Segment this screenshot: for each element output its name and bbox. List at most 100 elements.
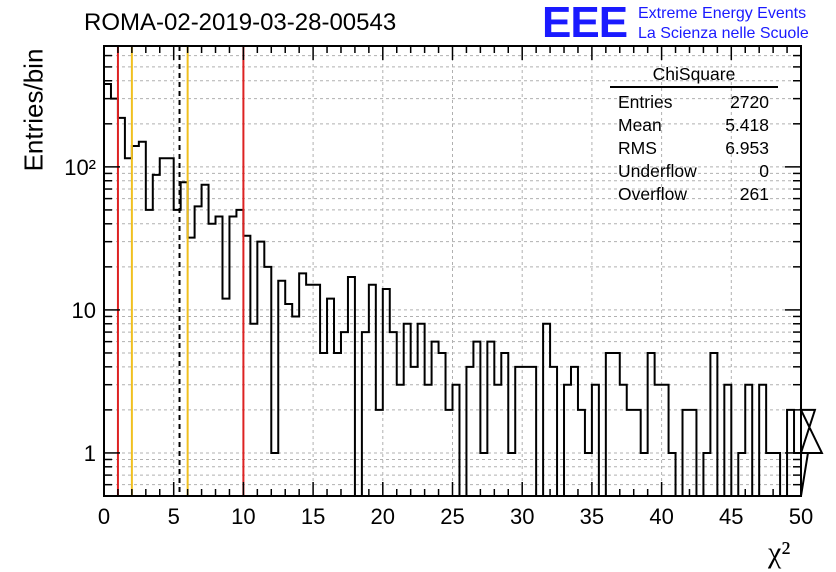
histogram-bin [411, 367, 418, 496]
histogram-bin [418, 324, 425, 496]
stats-row-underflow: Underflow 0 [610, 160, 778, 183]
histogram-bin [104, 84, 111, 496]
stats-box: ChiSquare Entries 2720 Mean 5.418 RMS 6.… [610, 64, 778, 206]
histogram-bin [683, 410, 690, 496]
stats-value: 0 [759, 161, 769, 181]
histogram-bin [815, 410, 822, 496]
histogram-bin [264, 267, 271, 496]
histogram-bin [390, 332, 397, 496]
histogram-bin [564, 385, 571, 496]
histogram-bin [118, 118, 125, 496]
x-tick-label: 5 [168, 504, 180, 529]
histogram-bin [473, 342, 480, 496]
stats-value: 5.418 [725, 115, 769, 135]
histogram-bin [125, 158, 132, 496]
histogram-bin [146, 210, 153, 496]
stats-label: Mean [618, 115, 662, 135]
histogram-bin [703, 453, 710, 496]
histogram-bin [571, 367, 578, 496]
stats-label: Overflow [618, 184, 688, 204]
histogram-bin [362, 332, 369, 496]
histogram-bin [494, 385, 501, 496]
histogram-bin [188, 238, 195, 496]
stats-label: Entries [618, 92, 673, 112]
histogram-bin [139, 142, 146, 496]
histogram-bin [710, 353, 717, 496]
histogram-bin [111, 99, 118, 496]
x-tick-label: 25 [440, 504, 464, 529]
histogram-outline [104, 82, 824, 497]
histogram-bin [376, 410, 383, 496]
stats-row-mean: Mean 5.418 [610, 114, 778, 137]
histogram-bin [348, 277, 355, 496]
histogram-bin [766, 453, 773, 496]
histogram-bin [655, 385, 662, 496]
histogram-bin [550, 367, 557, 496]
x-tick-label: 40 [649, 504, 673, 529]
y-tick-label: 10 [72, 298, 96, 323]
histogram-bin [620, 385, 627, 496]
histogram-bin [669, 453, 676, 496]
x-tick-label: 0 [98, 504, 110, 529]
histogram-bin [320, 353, 327, 496]
histogram-bin [773, 453, 780, 496]
histogram-bin [216, 216, 223, 496]
stats-label: Underflow [618, 161, 697, 181]
x-tick-label: 15 [301, 504, 325, 529]
histogram-bin [397, 385, 404, 496]
histogram-bin [641, 453, 648, 496]
histogram-bin [181, 182, 188, 496]
stats-label: RMS [618, 138, 657, 158]
eee-logo-mark: EEE [542, 0, 628, 47]
y-tick-label: 10² [64, 155, 96, 180]
eee-logo-line2: La Scienza nelle Scuole [638, 25, 809, 42]
histogram-bin [299, 273, 306, 496]
histogram-bin [243, 236, 250, 496]
histogram-bin [515, 367, 522, 496]
histogram-bin [285, 304, 292, 496]
histogram-bin [271, 453, 278, 496]
histogram-bin [648, 353, 655, 496]
histogram-bin [202, 185, 209, 496]
histogram-bin [522, 367, 529, 496]
histogram-bin [341, 332, 348, 496]
histogram-bin [383, 289, 390, 496]
x-tick-label: 30 [510, 504, 534, 529]
histogram-bin [808, 453, 815, 496]
histogram-bin [250, 324, 257, 496]
histogram-bin [738, 453, 745, 496]
histogram-bin [153, 175, 160, 496]
histogram-bin [432, 342, 439, 496]
run-title: ROMA-02-2019-03-28-00543 [84, 9, 397, 36]
histogram-bin [327, 299, 334, 496]
histogram-bin [501, 353, 508, 496]
histogram-bin [745, 385, 752, 496]
histogram-bin [167, 158, 174, 496]
histogram-bin [543, 324, 550, 496]
stats-row-entries: Entries 2720 [610, 91, 778, 114]
histogram-bin [369, 285, 376, 496]
histogram-bin [480, 453, 487, 496]
x-axis-label: χ² [768, 536, 791, 569]
histogram-bin [689, 410, 696, 496]
stats-row-rms: RMS 6.953 [610, 137, 778, 160]
stats-value: 261 [739, 184, 769, 204]
x-tick-label: 10 [231, 504, 255, 529]
histogram-bin [634, 410, 641, 496]
histogram-bin [425, 385, 432, 496]
histogram-bin [257, 242, 264, 496]
histogram-bin [446, 410, 453, 496]
histogram-bin [759, 385, 766, 496]
stats-value: 6.953 [725, 138, 769, 158]
histogram-bin [585, 453, 592, 496]
histogram-bin [439, 353, 446, 496]
histogram-bin [613, 353, 620, 496]
histogram-bin [195, 206, 202, 496]
histogram-bin [627, 410, 634, 496]
histogram-bin [724, 385, 731, 496]
histogram-bin [606, 353, 613, 496]
histogram-bin [313, 285, 320, 496]
x-tick-label: 20 [371, 504, 395, 529]
stats-row-overflow: Overflow 261 [610, 183, 778, 206]
